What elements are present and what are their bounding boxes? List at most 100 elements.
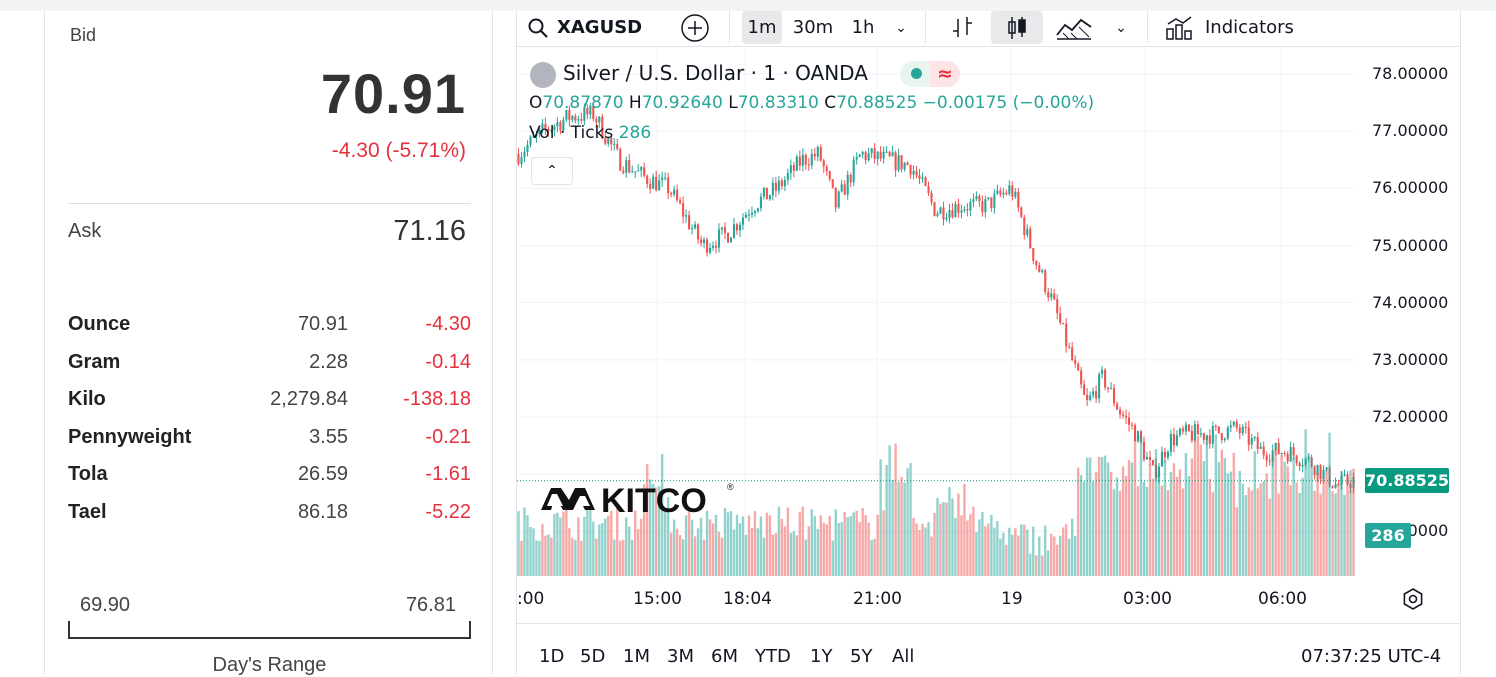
candle-body: [810, 153, 813, 166]
candle-body: [547, 128, 550, 131]
volume-bar: [619, 540, 622, 576]
volume-bar: [607, 515, 610, 576]
volume-bar: [951, 498, 954, 576]
volume-bar: [541, 523, 544, 576]
candle-body: [741, 217, 745, 225]
chart-type-dropdown[interactable]: ⌄: [1107, 11, 1135, 44]
volume-bar: [735, 514, 739, 576]
low-value: 70.83310: [737, 93, 819, 113]
unit-row-kilo: Kilo 2,279.84 -138.18: [68, 385, 471, 423]
volume-bar: [628, 526, 631, 576]
candle-body: [942, 207, 945, 220]
volume-bar: [1214, 434, 1218, 576]
interval-1h[interactable]: 1h: [851, 17, 875, 38]
chart-clock[interactable]: 07:37:25 UTC-4: [1301, 646, 1442, 667]
candle-body: [673, 189, 676, 195]
collapse-legend-button[interactable]: ⌃: [531, 157, 573, 185]
range-1y[interactable]: 1Y: [810, 646, 833, 667]
candle-body: [625, 160, 628, 173]
candle-body: [807, 164, 810, 166]
volume-bar: [550, 537, 553, 576]
volume-bar: [768, 515, 772, 576]
candle-body: [753, 211, 756, 213]
volume-bar: [1121, 466, 1125, 576]
gear-icon[interactable]: [1401, 587, 1425, 611]
volume-bar: [666, 497, 670, 576]
bar-chart-type-button[interactable]: [945, 11, 981, 44]
candle-body: [1023, 217, 1026, 235]
volume-readout: Vol · Ticks 286: [529, 123, 651, 143]
indicators-button[interactable]: Indicators: [1165, 11, 1315, 44]
candle-body: [676, 189, 679, 201]
candle-body: [1124, 415, 1128, 418]
candle-body: [589, 105, 592, 115]
range-6m[interactable]: 6M: [711, 646, 738, 667]
volume-bar: [972, 506, 975, 576]
day-range-low: 69.90: [80, 594, 131, 616]
ask-value: 71.16: [393, 215, 466, 247]
candle-body: [906, 162, 909, 166]
interval-1m[interactable]: 1m: [742, 11, 782, 44]
volume-bar: [1115, 477, 1119, 576]
x-tick-label: 18:04: [723, 589, 772, 609]
candle-body: [562, 119, 565, 131]
range-5y[interactable]: 5Y: [850, 646, 873, 667]
range-1d[interactable]: 1D: [539, 646, 565, 667]
candle-body: [658, 180, 661, 191]
volume-bar: [1097, 456, 1101, 576]
volume-bar: [1011, 534, 1014, 576]
y-tick-label: 72.00000: [1372, 407, 1449, 426]
range-3m[interactable]: 3M: [667, 646, 694, 667]
volume-bar: [1271, 457, 1274, 576]
candle-body: [948, 210, 951, 218]
symbol-search-button[interactable]: XAGUSD: [527, 11, 647, 44]
price-chart[interactable]: [517, 48, 1461, 623]
search-icon: [528, 18, 548, 38]
volume-bar: [1247, 487, 1250, 576]
candle-body: [1026, 228, 1029, 235]
volume-bar: [1304, 429, 1307, 576]
volume-bar: [726, 512, 730, 576]
interval-dropdown[interactable]: ⌄: [887, 11, 915, 44]
interval-30m[interactable]: 30m: [792, 17, 834, 38]
volume-bar: [1232, 452, 1235, 576]
candle-body: [1089, 395, 1092, 401]
volume-bar: [1106, 462, 1110, 576]
volume-bar: [1148, 463, 1152, 576]
candle-body: [1005, 192, 1008, 194]
candle-body: [661, 177, 664, 181]
unit-change: -138.18: [403, 388, 471, 411]
candle-body: [978, 196, 981, 202]
candle-body: [700, 239, 703, 244]
kitco-logo-text: KITCO: [601, 482, 707, 518]
volume-bar: [598, 524, 601, 576]
candle-body: [921, 177, 924, 179]
candle-body: [843, 184, 846, 195]
candle-body: [1196, 424, 1199, 435]
compare-button[interactable]: [677, 11, 713, 44]
candle-body: [1047, 291, 1050, 298]
range-1m[interactable]: 1M: [623, 646, 650, 667]
volume-bar: [852, 512, 855, 576]
candle-body: [795, 156, 798, 171]
candle-body: [987, 197, 990, 200]
candle-body: [529, 136, 532, 145]
candle-body: [1325, 467, 1328, 470]
volume-bar: [657, 486, 661, 576]
candle-body: [643, 167, 646, 176]
candles-chart-type-button[interactable]: [991, 11, 1043, 44]
range-all[interactable]: All: [892, 646, 915, 667]
candle-body: [694, 224, 697, 229]
area-chart-type-button[interactable]: [1053, 11, 1095, 44]
registered-mark: ®: [727, 482, 734, 492]
volume-bar: [918, 529, 921, 576]
volume-bar: [696, 528, 700, 576]
candle-body: [825, 166, 828, 172]
candle-body: [864, 152, 867, 161]
volume-bar: [1244, 495, 1247, 576]
range-ytd[interactable]: YTD: [755, 646, 791, 667]
kitco-logo: KITCO ®: [541, 482, 734, 518]
range-5d[interactable]: 5D: [580, 646, 606, 667]
bid-change: -4.30 (-5.71%): [331, 139, 466, 162]
candle-body: [813, 153, 816, 157]
